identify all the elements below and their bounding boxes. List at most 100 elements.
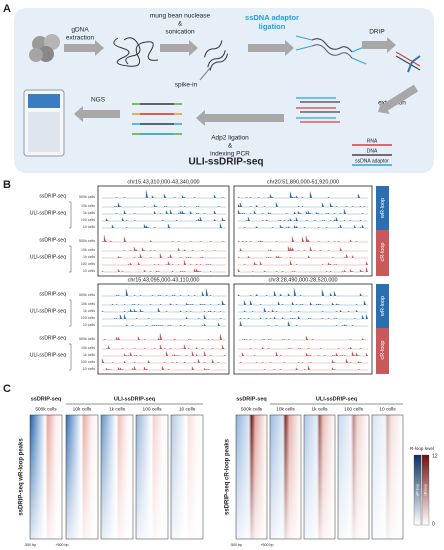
method-label: ssDRIP-seq xyxy=(39,291,66,297)
column-label: 100 cells xyxy=(143,406,163,412)
step-text: extraction xyxy=(66,35,95,42)
heatmap-fade xyxy=(66,415,98,539)
region-label: chr20:51,890,000-51,920,000 xyxy=(267,179,339,185)
signal-track xyxy=(102,288,226,297)
step-text: ligation xyxy=(259,22,286,31)
signal-track xyxy=(102,202,226,208)
track-box xyxy=(97,185,230,277)
track-label: 100 cells xyxy=(81,262,95,266)
signal-track xyxy=(102,216,227,222)
heatmap-fade xyxy=(30,415,62,539)
signal-track xyxy=(102,300,227,306)
signal-track xyxy=(238,358,368,364)
signal-track xyxy=(238,346,368,350)
column-label: 1k cells xyxy=(109,406,126,412)
colorbar-loop-label: wR-loop xyxy=(415,484,419,497)
track-label: 10k cells xyxy=(81,204,95,208)
process-arrow xyxy=(74,106,120,122)
loop-tab xyxy=(376,284,389,328)
signal-track xyxy=(237,288,368,297)
colorbar xyxy=(413,454,422,526)
panel-label: B xyxy=(3,179,11,191)
spike-in-arrow xyxy=(199,67,211,81)
signal-track xyxy=(102,190,226,199)
track-label: 100 cells xyxy=(81,316,95,320)
heatmap-frame xyxy=(337,414,370,540)
track-label: 10 cells xyxy=(83,225,95,229)
region-label: chr15:43,310,000-43,340,000 xyxy=(127,179,199,185)
heatmap-frame xyxy=(235,414,268,540)
track-label: 1k cells xyxy=(83,211,95,215)
track-label: 10 cells xyxy=(83,323,95,327)
loop-tab-label: cR-loop xyxy=(380,243,386,262)
method-label: ssDRIP-seq xyxy=(39,237,66,243)
column-label: 10k cells xyxy=(73,406,92,412)
heatmap-fade xyxy=(136,415,168,539)
track-label: 500k cells xyxy=(79,293,95,297)
heatmap-frame xyxy=(303,414,336,540)
track-box xyxy=(233,283,373,375)
indexed-library xyxy=(132,103,182,135)
signal-track xyxy=(237,235,368,243)
heatmap-frame xyxy=(65,414,99,540)
process-arrow xyxy=(362,37,396,53)
track-label: 500k cells xyxy=(79,337,95,341)
signal-track xyxy=(238,224,368,229)
step-text: mung bean nuclease xyxy=(150,13,211,20)
signal-track xyxy=(102,246,226,252)
row-title: ssDRIP-seq cR-loop peaks xyxy=(225,438,231,515)
dna-tangle xyxy=(113,37,159,67)
colorbar-tick: 0 xyxy=(432,521,435,527)
signal-track xyxy=(238,216,368,222)
column-label: 10 cells xyxy=(379,406,396,412)
legend-label: ssDNA adaptor xyxy=(355,158,389,164)
signal-track xyxy=(237,267,369,273)
heatmap-fade xyxy=(171,415,203,539)
step-text: ssDNA adaptor xyxy=(245,13,299,22)
column-label: 10 cells xyxy=(179,406,196,412)
track-label: 10 cells xyxy=(83,269,95,273)
panel-a-background xyxy=(14,8,434,173)
track-box xyxy=(233,185,373,277)
method-label: ULI-ssDRIP-seq xyxy=(30,210,66,216)
workflow-title: ULI-ssDRIP-seq xyxy=(188,157,263,168)
sequencer-icon xyxy=(23,89,65,157)
step-text: & xyxy=(178,21,183,28)
heatmap-frame xyxy=(269,414,302,540)
track-label: 10k cells xyxy=(81,346,95,350)
track-label: 10k cells xyxy=(81,248,95,252)
step-text: gDNA xyxy=(71,27,89,34)
signal-track xyxy=(102,351,227,357)
signal-track xyxy=(102,365,226,371)
heatmap-frame xyxy=(371,414,404,540)
step-text: spike-in xyxy=(175,82,198,89)
signal-track xyxy=(237,202,368,208)
heatmap-frame xyxy=(135,414,169,540)
signal-track xyxy=(238,314,369,320)
signal-track xyxy=(238,365,368,371)
x-label: -500 bp xyxy=(230,543,242,547)
panel-label: C xyxy=(3,383,11,395)
heatmap-fade xyxy=(270,415,301,539)
signal-track xyxy=(238,351,369,357)
signal-track xyxy=(238,307,368,313)
method-bracket xyxy=(69,245,72,273)
track-label: 10k cells xyxy=(81,302,95,306)
track-label: 500k cells xyxy=(79,239,95,243)
track-label: 100 cells xyxy=(81,360,95,364)
panel-label: A xyxy=(3,3,11,15)
column-label: 100 cells xyxy=(344,406,364,412)
track-label: 1k cells xyxy=(83,353,95,357)
colorbar-loop-label: cR-loop xyxy=(423,484,427,496)
track-box xyxy=(97,283,230,375)
x-label: -500 bp xyxy=(24,543,36,547)
signal-track xyxy=(102,333,226,341)
colorbar-title: R-loop level xyxy=(410,446,434,451)
method-header: ULI-ssDRIP-seq xyxy=(114,396,155,402)
library-fragments xyxy=(296,97,340,123)
region-label: chr15:43,095,000-43,110,000 xyxy=(128,277,200,283)
method-bracket xyxy=(69,343,72,371)
loop-tab-label: cR-loop xyxy=(380,341,386,360)
track-label: 500k cells xyxy=(79,195,95,199)
